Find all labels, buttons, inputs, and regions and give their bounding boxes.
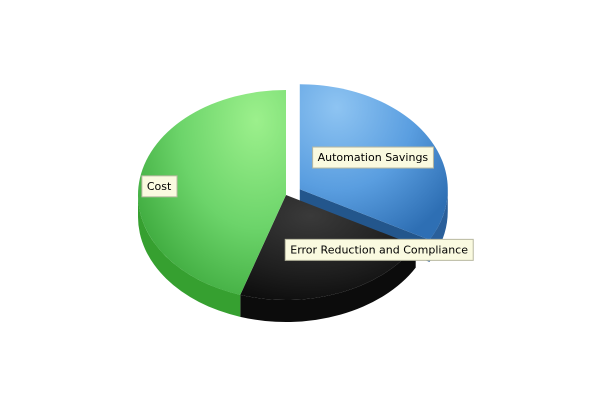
pie-slice-cost[interactable] [138, 90, 286, 295]
slice-label-text: Cost [147, 180, 172, 193]
slice-label-text: Error Reduction and Compliance [290, 243, 468, 256]
slice-label-box [284, 238, 474, 261]
slice-label-1: Error Reduction and Compliance [284, 238, 474, 261]
slice-label-box [312, 146, 434, 169]
slice-label-text: Automation Savings [318, 151, 429, 164]
pie-slice-side-2 [138, 195, 241, 317]
slice-label-0: Automation Savings [312, 146, 434, 169]
pie-labels: Automation Savings Error Reduction and Co… [141, 146, 474, 261]
pie-slices [138, 84, 448, 323]
slice-label-2: Cost [141, 175, 178, 198]
slice-label-box [141, 175, 178, 198]
pie-slice-side-1 [240, 245, 416, 323]
